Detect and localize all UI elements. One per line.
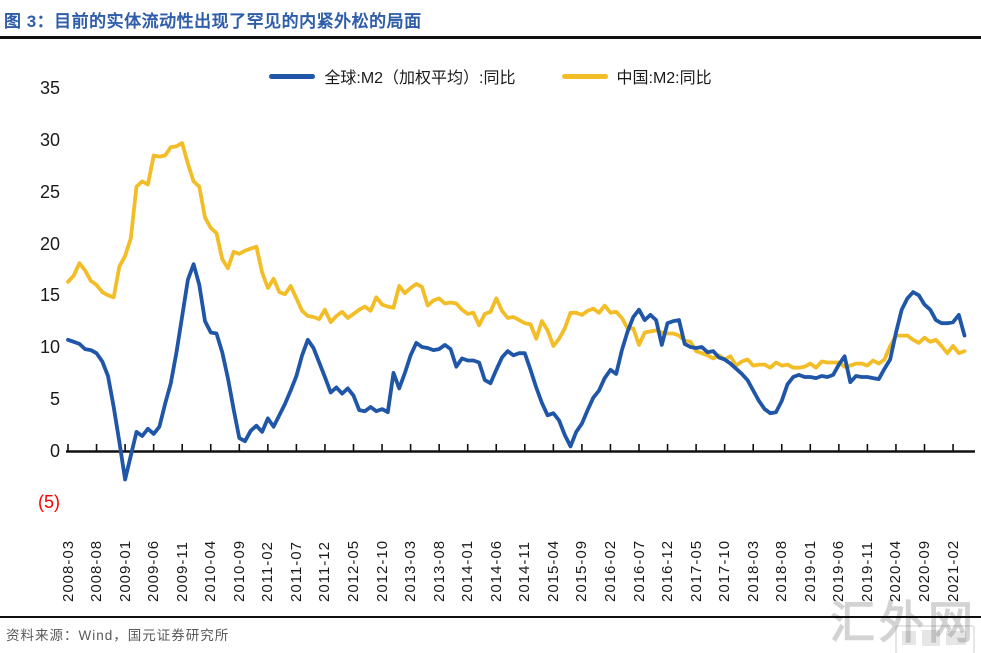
watermark-text: 汇外网: [829, 597, 977, 648]
watermark-logo-mark: [922, 630, 940, 646]
series-line-china-m2: [66, 141, 967, 370]
watermark-logo-mark: [946, 631, 966, 645]
legend: 全球:M2（加权平均）:同比 中国:M2:同比: [0, 64, 981, 88]
footer-divider-rule: [0, 616, 981, 618]
legend-swatch-global-m2: [269, 73, 316, 79]
series-line-global-m2: [66, 262, 967, 482]
chart-title: 图 3：目前的实体流动性出现了罕见的内紧外松的局面: [4, 12, 422, 31]
watermark-logo: [895, 625, 975, 653]
source-note: 资料来源：Wind，国元证券研究所: [6, 628, 230, 643]
watermark-logo-mark: [902, 631, 916, 645]
title-divider-rule: [0, 36, 981, 39]
legend-item-global-m2: 全球:M2（加权平均）:同比: [269, 64, 516, 88]
legend-label-global-m2: 全球:M2（加权平均）:同比: [324, 70, 516, 87]
legend-label-china-m2: 中国:M2:同比: [616, 70, 712, 87]
legend-swatch-china-m2: [561, 73, 608, 79]
legend-item-china-m2: 中国:M2:同比: [561, 64, 712, 88]
